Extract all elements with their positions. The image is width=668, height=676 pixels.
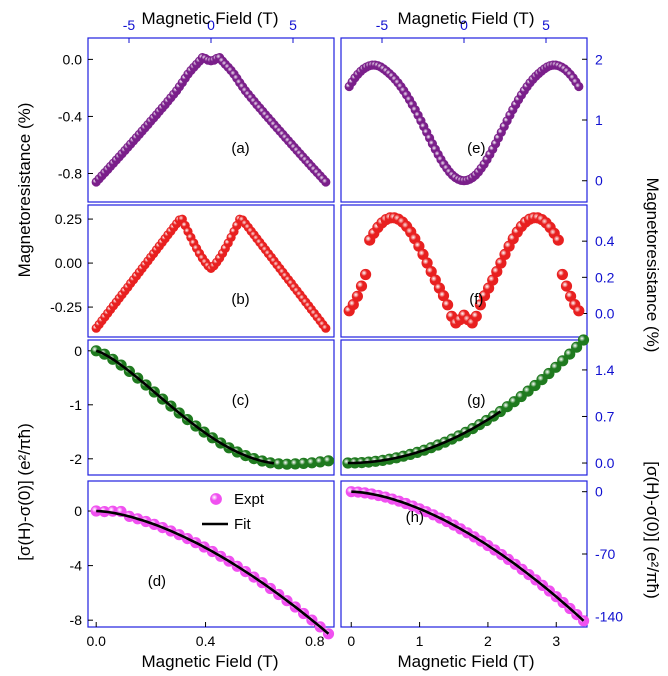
data-point (474, 299, 486, 311)
y-tick-label: 0.0 (595, 455, 615, 471)
panel-frame-f (340, 204, 588, 338)
panel-e: 2 1 0 -5 0 5 (e) (340, 17, 603, 203)
x-tick-label: 0 (460, 17, 468, 33)
data-point (570, 341, 583, 353)
y-tick-label: 0.0 (595, 305, 615, 321)
x-tick-label: 2 (484, 633, 492, 649)
x-tick-label: -5 (123, 17, 136, 33)
data-point (574, 81, 584, 92)
y-tick-label: 0 (74, 503, 82, 519)
data-point (437, 290, 450, 302)
panel-label: (e) (467, 140, 485, 157)
legend-marker-expt (210, 493, 222, 505)
data-point (564, 348, 576, 360)
panel-c: 0 -1 -2 (c) (70, 339, 335, 476)
x-tick-label: 1 (416, 633, 424, 649)
data-point (556, 268, 569, 281)
x-tick-label: 0 (347, 633, 355, 649)
data-point (321, 323, 331, 333)
panel-a: 0.0 -0.4 -0.8 -5 0 5 (a) (58, 17, 335, 203)
y-tick-label: -4 (70, 558, 83, 574)
right-ylabel-bottom: [σ(H)-σ(0)] (e²/πħ) (643, 461, 662, 599)
panel-g: 1.4 0.7 0.0 (g) (340, 334, 615, 476)
y-tick-label: -2 (70, 451, 83, 467)
data-point (573, 305, 585, 317)
y-tick-label: 0 (74, 343, 82, 359)
data-point (359, 268, 372, 281)
legend-label-fit: Fit (234, 516, 251, 533)
panel-frame-c (87, 339, 335, 476)
y-tick-label: 0.4 (595, 233, 615, 249)
x-tick-label: 3 (552, 633, 560, 649)
y-tick-label: 0.7 (595, 408, 615, 424)
y-tick-label: 1 (595, 112, 603, 128)
data-point (322, 455, 335, 467)
y-tick-label: 0 (595, 173, 603, 189)
y-tick-label: 0 (595, 484, 603, 500)
panel-frame-h (340, 480, 588, 628)
panel-b: 0.25 0.00 -0.25 (b) (50, 204, 335, 338)
panel-label: (a) (231, 140, 249, 157)
top-xlabel-right: Magnetic Field (T) (398, 9, 535, 28)
y-tick-label: -0.4 (58, 108, 82, 124)
fit-line (347, 410, 502, 465)
x-tick-label: 5 (542, 17, 550, 33)
data-point (321, 177, 331, 187)
y-tick-label: -70 (595, 546, 615, 562)
data-point (470, 310, 482, 322)
y-tick-label: -0.25 (50, 299, 82, 315)
panel-label: (b) (231, 291, 249, 308)
legend: Expt Fit (202, 491, 265, 533)
top-xlabel-left: Magnetic Field (T) (142, 9, 279, 28)
data-point (441, 299, 454, 311)
x-tick-label: 0 (207, 17, 215, 33)
fit-line (351, 490, 585, 622)
panel-label: (h) (406, 509, 424, 526)
bottom-xlabel-right: Magnetic Field (T) (398, 652, 535, 671)
y-tick-label: -1 (70, 397, 83, 413)
data-point (543, 367, 555, 380)
y-tick-label: -0.8 (58, 165, 82, 181)
left-ylabel-bottom: [σ(H)-σ(0)] (e²/πħ) (15, 423, 34, 561)
panels-layer: 0.0-0.4-0.8-5 0 5(a)210-5 0 5(e)0.250.00-0.2… (50, 17, 623, 649)
data-point (560, 280, 573, 292)
panel-frame-b (87, 204, 335, 338)
panel-f: 0.4 0.2 0.0 (f) (340, 204, 615, 338)
bottom-xlabel-left: Magnetic Field (T) (142, 652, 279, 671)
x-tick-label: 0.4 (196, 633, 216, 649)
y-tick-label: 0.25 (55, 211, 82, 227)
x-tick-label: -5 (376, 17, 389, 33)
panel-d: 0 -4 -80.0 0.4 0.8 (d) Expt Fit (70, 480, 335, 649)
data-point (577, 334, 590, 346)
y-tick-label: -140 (595, 608, 623, 624)
x-tick-label: 5 (289, 17, 297, 33)
panel-h: 0 -70 -140 0 1 2 3 (h) (340, 480, 623, 649)
fit-line (95, 349, 275, 465)
right-ylabel-top: Magnetoresistance (%) (643, 178, 662, 353)
x-tick-label: 0.0 (86, 633, 106, 649)
panel-frame-g (340, 339, 588, 476)
data-point (355, 280, 368, 292)
y-tick-label: 0.00 (55, 255, 82, 271)
data-point (552, 234, 564, 246)
legend-label-expt: Expt (234, 491, 265, 508)
panel-frame-d (87, 480, 335, 628)
panel-label: (f) (469, 291, 483, 308)
data-point (557, 355, 569, 367)
y-tick-label: 1.4 (595, 362, 615, 378)
y-tick-label: -8 (70, 612, 83, 628)
panel-label: (d) (148, 573, 166, 590)
data-point (351, 290, 363, 302)
fit-line (96, 509, 330, 635)
panel-label: (c) (232, 392, 250, 409)
left-ylabel-top: Magnetoresistance (%) (15, 103, 34, 278)
panel-label: (g) (467, 392, 485, 409)
x-tick-label: 0.8 (305, 633, 325, 649)
data-point (550, 361, 562, 373)
y-tick-label: 2 (595, 51, 603, 67)
y-tick-label: 0.0 (63, 51, 83, 67)
y-tick-label: 0.2 (595, 269, 615, 285)
